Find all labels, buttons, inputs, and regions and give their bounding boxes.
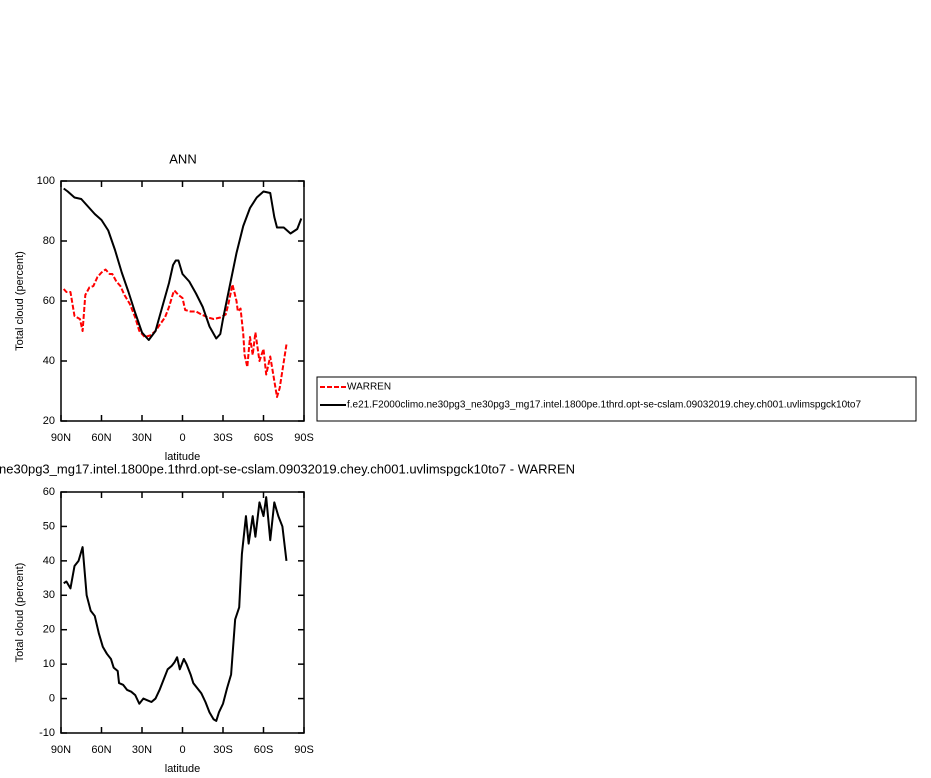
y-tick-label: 10 — [43, 658, 55, 670]
y-tick-label: 100 — [37, 175, 55, 187]
y-tick-label: 20 — [43, 415, 55, 427]
legend-label: f.e21.F2000climo.ne30pg3_ne30pg3_mg17.in… — [347, 400, 861, 411]
data-line — [62, 268, 288, 398]
x-axis-label: latitude — [165, 763, 200, 775]
x-tick-label: 0 — [179, 432, 185, 444]
x-tick-label: 30S — [213, 744, 233, 756]
y-tick-label: 80 — [43, 235, 55, 247]
x-tick-label: 90N — [51, 744, 71, 756]
chart-title: ANN — [169, 151, 196, 166]
y-tick-label: 0 — [49, 692, 55, 704]
y-axis-label: Total cloud (percent) — [14, 563, 26, 663]
y-tick-label: -10 — [39, 727, 55, 739]
x-tick-label: 90N — [51, 432, 71, 444]
x-tick-label: 90S — [294, 432, 314, 444]
data-line — [63, 187, 303, 341]
y-tick-label: 60 — [43, 486, 55, 498]
y-tick-label: 60 — [43, 295, 55, 307]
y-tick-label: 30 — [43, 589, 55, 601]
x-tick-label: 0 — [179, 744, 185, 756]
legend-box — [316, 376, 917, 422]
y-tick-label: 40 — [43, 355, 55, 367]
plot-frame — [60, 180, 305, 422]
y-axis-label: Total cloud (percent) — [14, 251, 26, 351]
x-tick-label: 30S — [213, 432, 233, 444]
x-tick-label: 30N — [132, 432, 152, 444]
y-tick-label: 40 — [43, 555, 55, 567]
legend-label: WARREN — [347, 382, 391, 393]
x-tick-label: 60N — [91, 744, 111, 756]
plot-frame — [60, 491, 305, 734]
y-tick-label: 20 — [43, 624, 55, 636]
x-tick-label: 60N — [91, 432, 111, 444]
y-tick-label: 50 — [43, 520, 55, 532]
x-tick-label: 30N — [132, 744, 152, 756]
x-tick-label: 60S — [254, 432, 274, 444]
x-axis-label: latitude — [165, 451, 200, 463]
x-tick-label: 60S — [254, 744, 274, 756]
chart-title: f.e21.F2000climo.ne30pg3_ne30pg3_mg17.in… — [0, 461, 575, 476]
x-tick-label: 90S — [294, 744, 314, 756]
data-line — [63, 496, 288, 722]
